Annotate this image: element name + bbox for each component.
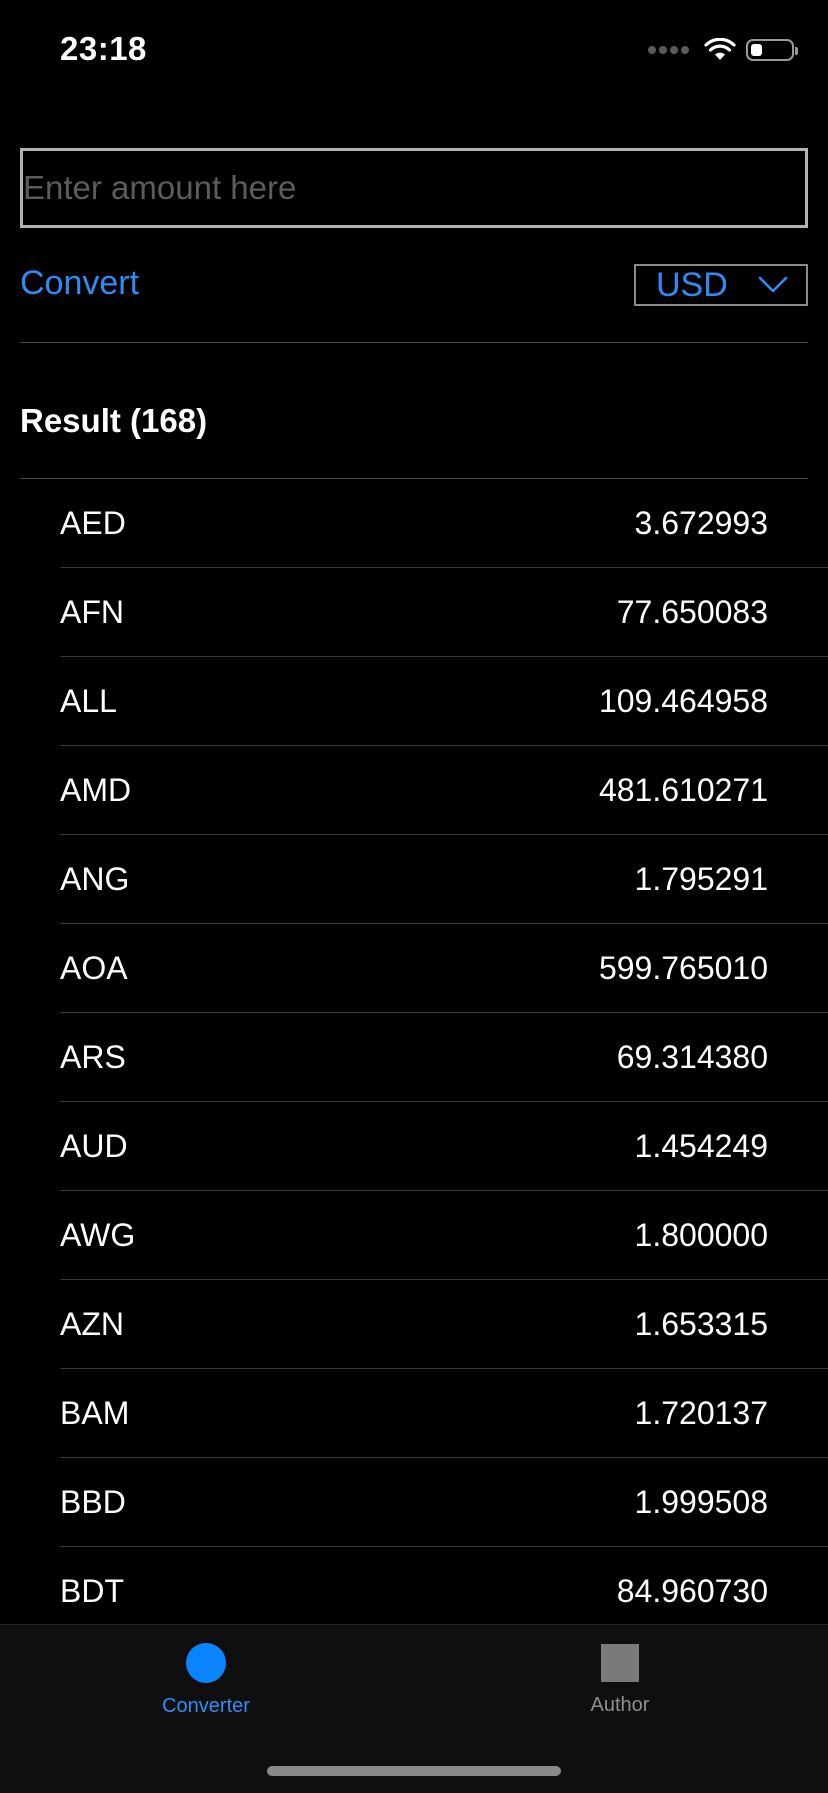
rate-row[interactable]: AZN 1.653315 [60,1280,828,1369]
signal-icon [648,46,692,54]
rate-value: 1.454249 [634,1127,768,1164]
currency-select[interactable]: USD [634,264,808,306]
rate-value: 84.960730 [616,1572,768,1606]
rate-value: 481.610271 [598,771,768,808]
battery-fill [751,44,762,56]
rate-value: 1.999508 [634,1483,768,1520]
rate-value: 69.314380 [616,1038,768,1075]
rate-code: ARS [60,1038,126,1075]
rate-code: BAM [60,1394,130,1431]
convert-button[interactable]: Convert [20,264,140,302]
divider [20,342,808,343]
rate-code: AMD [60,771,132,808]
rate-value: 1.795291 [634,860,768,897]
tab-bar: Converter Author [0,1624,828,1793]
rate-code: BBD [60,1483,126,1520]
rate-code: AOA [60,949,128,986]
status-time: 23:18 [60,30,147,67]
rate-row[interactable]: AFN 77.650083 [60,568,828,657]
rate-row[interactable]: AWG 1.800000 [60,1191,828,1280]
square-icon [601,1644,639,1682]
divider [20,478,808,479]
rate-value: 3.672993 [634,504,768,541]
result-title: Result (168) [20,402,208,439]
rate-code: AED [60,504,126,541]
rate-code: BDT [60,1572,124,1606]
rate-list[interactable]: AED 3.672993 AFN 77.650083 ALL 109.464958 AMD 4… [0,479,828,1605]
rate-row[interactable]: BBD 1.999508 [60,1458,828,1547]
rate-row[interactable]: AOA 599.765010 [60,924,828,1013]
currency-select-value: USD [656,266,728,304]
amount-input[interactable] [20,148,808,228]
rate-value: 77.650083 [616,593,768,630]
rate-row[interactable]: AUD 1.454249 [60,1102,828,1191]
rate-row[interactable]: BAM 1.720137 [60,1369,828,1458]
status-icons [648,36,798,64]
rate-code: AFN [60,593,124,630]
tab-label-author: Author [590,1694,650,1716]
rate-row[interactable]: ANG 1.795291 [60,835,828,924]
rate-code: AUD [60,1127,128,1164]
tab-author[interactable]: Author [520,1643,720,1717]
rate-code: ANG [60,860,130,897]
rate-row[interactable]: AED 3.672993 [60,479,828,568]
rate-value: 109.464958 [598,682,768,719]
home-indicator [267,1766,561,1776]
rate-value: 1.800000 [634,1216,768,1253]
rate-value: 1.653315 [634,1305,768,1342]
battery-icon [746,39,798,61]
status-bar: 23:18 [0,0,828,100]
rate-code: ALL [60,682,117,719]
tab-label-converter: Converter [162,1695,250,1717]
rate-row[interactable]: AMD 481.610271 [60,746,828,835]
circle-icon [186,1643,226,1683]
rate-value: 1.720137 [634,1394,768,1431]
wifi-icon [704,38,736,60]
chevron-down-icon [758,276,788,293]
rate-code: AWG [60,1216,136,1253]
rate-value: 599.765010 [598,949,768,986]
rate-row[interactable]: ARS 69.314380 [60,1013,828,1102]
rate-row[interactable]: BDT 84.960730 [60,1547,828,1606]
rate-code: AZN [60,1305,124,1342]
rate-row[interactable]: ALL 109.464958 [60,657,828,746]
tab-converter[interactable]: Converter [106,1643,306,1718]
